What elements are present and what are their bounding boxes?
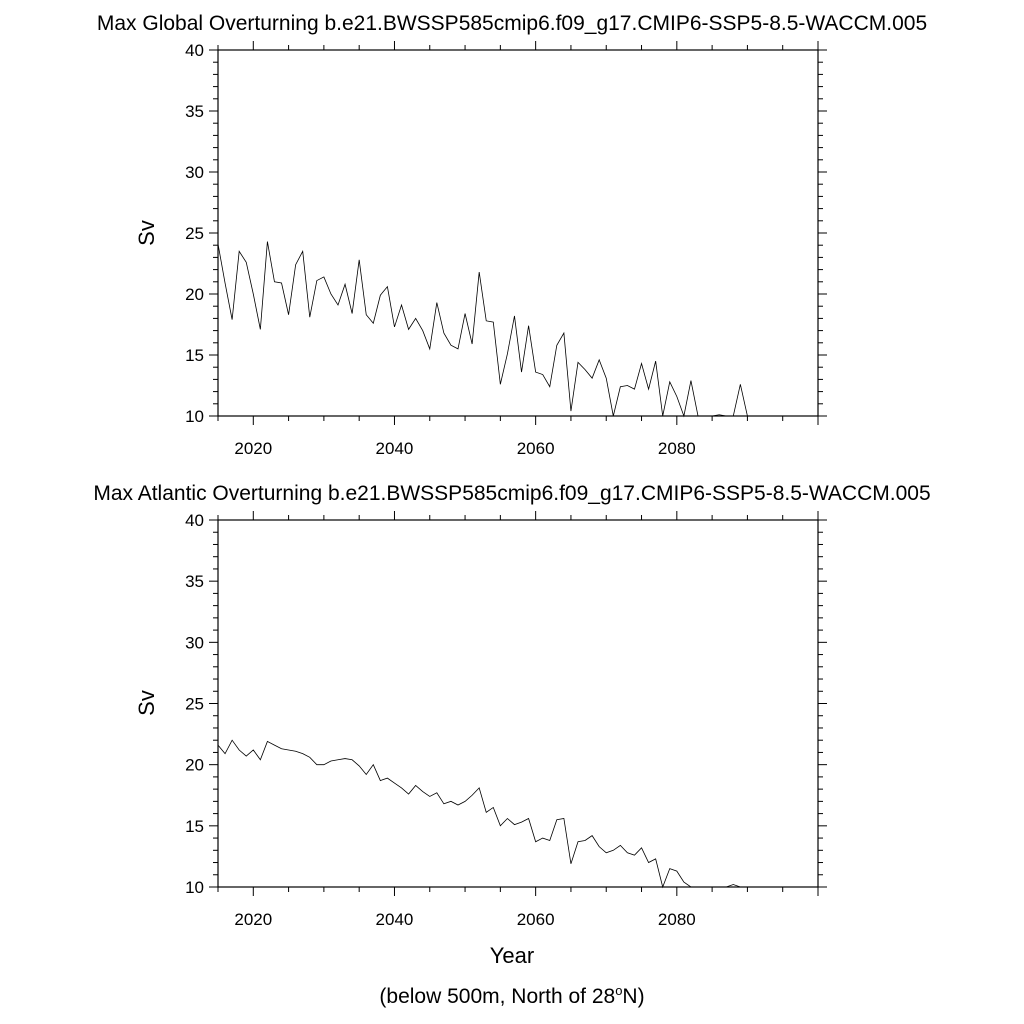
x-tick-label: 2040 bbox=[376, 910, 414, 929]
plot-frame-atlantic bbox=[217, 519, 819, 888]
y-tick-label: 25 bbox=[185, 224, 204, 243]
y-tick-label: 35 bbox=[185, 102, 204, 121]
y-tick-label: 25 bbox=[185, 695, 204, 714]
y-tick-label: 30 bbox=[185, 163, 204, 182]
x-tick-label: 2020 bbox=[234, 439, 272, 458]
footnote-superscript: o bbox=[615, 983, 622, 998]
y-tick-label: 15 bbox=[185, 817, 204, 836]
y-tick-label: 40 bbox=[185, 511, 204, 530]
y-tick-label: 10 bbox=[185, 407, 204, 426]
y-tick-label: 30 bbox=[185, 633, 204, 652]
y-tick-label: 35 bbox=[185, 572, 204, 591]
y-axis-title-global: Sv bbox=[134, 220, 159, 246]
y-tick-label: 20 bbox=[185, 285, 204, 304]
chart-title-atlantic: Max Atlantic Overturning b.e21.BWSSP585c… bbox=[93, 482, 930, 505]
plot-frame-global bbox=[217, 49, 819, 417]
y-tick-label: 20 bbox=[185, 756, 204, 775]
panel-atlantic: Max Atlantic Overturning b.e21.BWSSP585c… bbox=[93, 482, 930, 968]
ticks-atlantic bbox=[209, 511, 827, 896]
series-line-global bbox=[217, 241, 811, 418]
x-axis-title: Year bbox=[490, 943, 534, 968]
tick-labels-atlantic: 10 15 20 25 30 35 40 2020 2040 2060 2080 bbox=[185, 511, 696, 929]
ticks-global bbox=[209, 41, 827, 425]
x-tick-label: 2040 bbox=[376, 439, 414, 458]
x-tick-label: 2020 bbox=[234, 910, 272, 929]
footnote-suffix: N) bbox=[622, 985, 644, 1008]
x-tick-label: 2080 bbox=[658, 439, 696, 458]
y-tick-label: 10 bbox=[185, 878, 204, 897]
x-tick-label: 2060 bbox=[517, 439, 555, 458]
x-tick-label: 2080 bbox=[658, 910, 696, 929]
chart-title-global: Max Global Overturning b.e21.BWSSP585cmi… bbox=[97, 12, 927, 35]
footnote: (below 500m, North of 28oN) bbox=[379, 983, 644, 1008]
footnote-prefix: (below 500m, North of 28 bbox=[379, 985, 615, 1008]
series-line-atlantic bbox=[217, 739, 811, 889]
y-axis-title-atlantic: Sv bbox=[134, 690, 159, 716]
y-tick-label: 15 bbox=[185, 346, 204, 365]
x-tick-label: 2060 bbox=[517, 910, 555, 929]
y-tick-label: 40 bbox=[185, 41, 204, 60]
tick-labels-global: 10 15 20 25 30 35 40 2020 2040 2060 2080 bbox=[185, 41, 696, 458]
panel-global: Max Global Overturning b.e21.BWSSP585cmi… bbox=[97, 12, 927, 458]
